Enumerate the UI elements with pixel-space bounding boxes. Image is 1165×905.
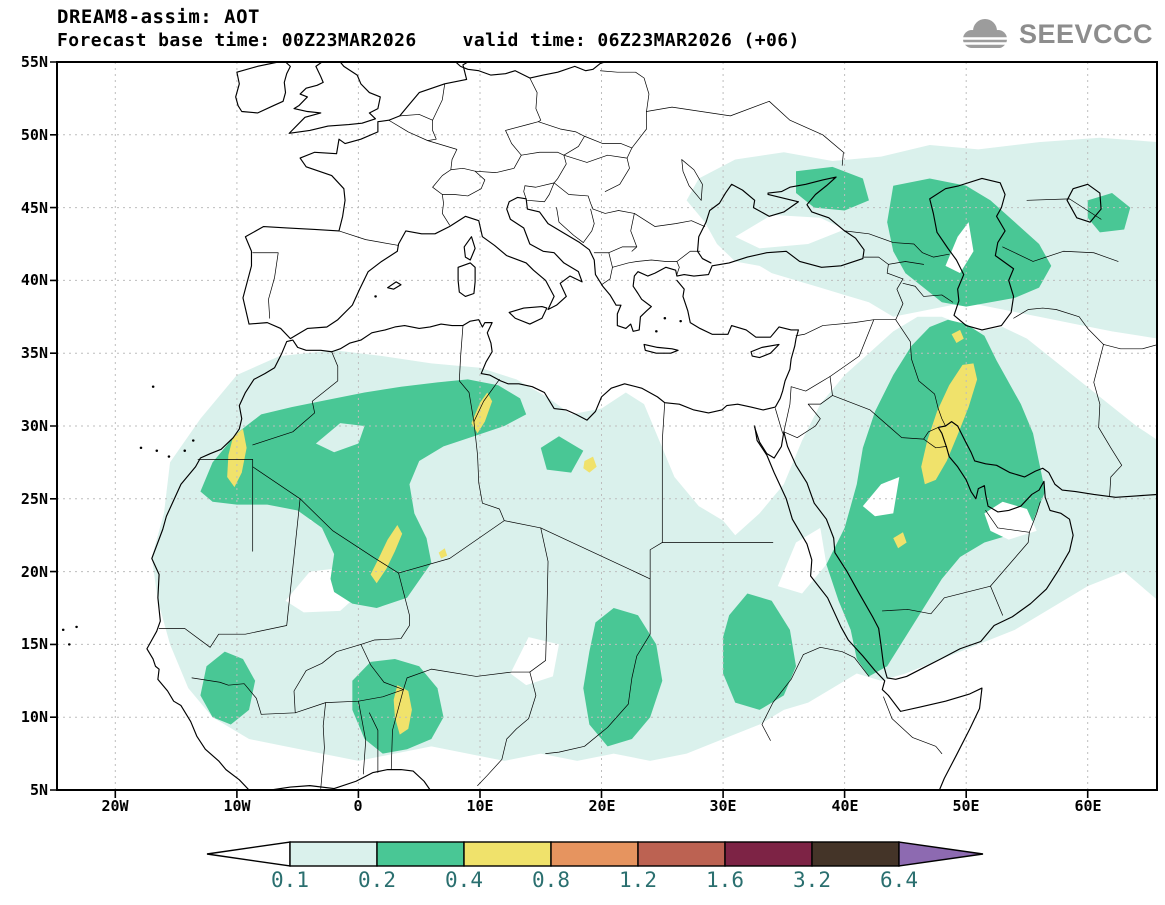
lat-tick-50n: 50N	[20, 126, 48, 144]
lon-tick-20w: 20W	[101, 797, 129, 815]
shade-caspian-dot-yellow	[951, 329, 964, 344]
gap-n-red-sea	[777, 527, 827, 594]
colorbar-label-0.4: 0.4	[445, 868, 483, 892]
island-sicily	[509, 307, 547, 324]
colorbar-box-3	[463, 841, 552, 867]
colorbar-strip	[206, 841, 984, 867]
shade-algeria-yellow	[370, 525, 403, 584]
borders-layer	[159, 71, 1158, 789]
colorbar-box-5	[637, 841, 726, 867]
lon-tick-60e: 60E	[1074, 797, 1102, 815]
coast-caspian	[930, 178, 1014, 329]
coast-redsea-africa	[755, 426, 982, 790]
bottom-ticks	[114, 790, 1089, 798]
lon-tick-50e: 50E	[952, 797, 980, 815]
lat-tick-35n: 35N	[20, 344, 48, 362]
colorbar-box-6	[724, 841, 813, 867]
island-cyprus	[751, 344, 779, 357]
shade-wafrica-green	[200, 651, 256, 725]
shade-benin-nigeria-yellow	[393, 685, 412, 735]
island-sardinia	[458, 263, 475, 296]
lat-tick-55n: 55N	[20, 53, 48, 71]
coast-arabia-iran	[755, 422, 1159, 680]
lon-tick-10w: 10W	[223, 797, 251, 815]
shade-chad-sudan-green	[583, 608, 663, 747]
island-crete	[644, 344, 678, 353]
colorbar-label-0.8: 0.8	[532, 868, 570, 892]
shade-algeria-dot-yellow	[438, 548, 448, 559]
valid-time-label: valid time: 06Z23MAR2026 (+06)	[462, 30, 800, 51]
colorbar-label-1.6: 1.6	[706, 868, 744, 892]
coast-ireland	[236, 62, 291, 113]
shade-elibya-yellow	[583, 456, 597, 473]
accent-arabia-white	[862, 476, 900, 517]
shade-arabia-iraq-iran-green	[826, 319, 1046, 677]
colorbar-arrow-high	[898, 841, 984, 867]
lon-tick-0: 0	[353, 797, 363, 815]
shade-libya-green	[540, 436, 584, 473]
shade-aral-green	[1087, 193, 1131, 233]
shade-arabia-dot-yellow	[893, 532, 907, 549]
coast-gulf-of-guinea	[271, 770, 430, 790]
lat-tick-40n: 40N	[20, 271, 48, 289]
coastlines-layer	[63, 62, 1158, 790]
forecast-map	[50, 61, 1158, 798]
colorbar-label-0.1: 0.1	[271, 868, 309, 892]
aot-shading-green-layer	[200, 166, 1131, 754]
lat-tick-25n: 25N	[20, 490, 48, 508]
base-time-label: Forecast base time: 00Z23MAR2026	[57, 30, 417, 51]
lat-tick-10n: 10N	[20, 708, 48, 726]
lat-tick-20n: 20N	[20, 563, 48, 581]
coast-baltic	[456, 62, 606, 78]
green-accent-layer	[315, 222, 1037, 540]
lat-tick-30n: 30N	[20, 417, 48, 435]
lat-tick-45n: 45N	[20, 199, 48, 217]
seevccc-logo: SEEVCCC	[958, 16, 1153, 52]
lon-tick-40e: 40E	[831, 797, 859, 815]
island-corsica	[464, 237, 475, 260]
colorbar-box-1	[289, 841, 378, 867]
lat-tick-15n: 15N	[20, 635, 48, 653]
cloud-icon	[959, 19, 1010, 48]
shade-ukraine-green	[796, 166, 869, 211]
page-title: DREAM8-assim: AOT	[57, 6, 260, 28]
colorbar-label-1.2: 1.2	[619, 868, 657, 892]
gap-chad	[510, 637, 559, 686]
lon-tick-20e: 20E	[588, 797, 616, 815]
aot-colorbar: 0.1 0.2 0.4 0.8 1.2 1.6 3.2 6.4	[205, 841, 985, 901]
colorbar-label-3.2: 3.2	[793, 868, 831, 892]
left-ticks	[50, 61, 57, 791]
colorbar-label-6.4: 6.4	[880, 868, 918, 892]
lake-aral	[1067, 184, 1101, 222]
colorbar-box-2	[376, 841, 465, 867]
map-frame	[50, 61, 1158, 798]
colorbar-label-0.2: 0.2	[358, 868, 396, 892]
shade-esudan-green	[723, 593, 797, 710]
accent-nw-cyan	[315, 423, 365, 453]
lon-tick-10e: 10E	[466, 797, 494, 815]
colorbar-arrow-low	[206, 841, 291, 867]
colorbar-box-7	[811, 841, 900, 867]
coast-britain	[289, 62, 380, 133]
coast-europe	[243, 62, 864, 339]
coast-turkey-nafrica	[147, 280, 798, 790]
gap-black-sea	[735, 214, 845, 249]
shade-tunisia-libya-yellow	[471, 392, 493, 434]
lat-tick-5n: 5N	[29, 781, 48, 799]
page-subtitle: Forecast base time: 00Z23MAR2026 valid ti…	[57, 30, 800, 51]
lon-tick-30e: 30E	[709, 797, 737, 815]
logo-text: SEEVCCC	[1018, 18, 1153, 49]
island-mallorca	[388, 282, 401, 289]
small-islands	[63, 296, 681, 644]
colorbar-box-4	[550, 841, 639, 867]
map-content	[57, 62, 1158, 790]
shade-nw-africa-green	[200, 379, 527, 609]
